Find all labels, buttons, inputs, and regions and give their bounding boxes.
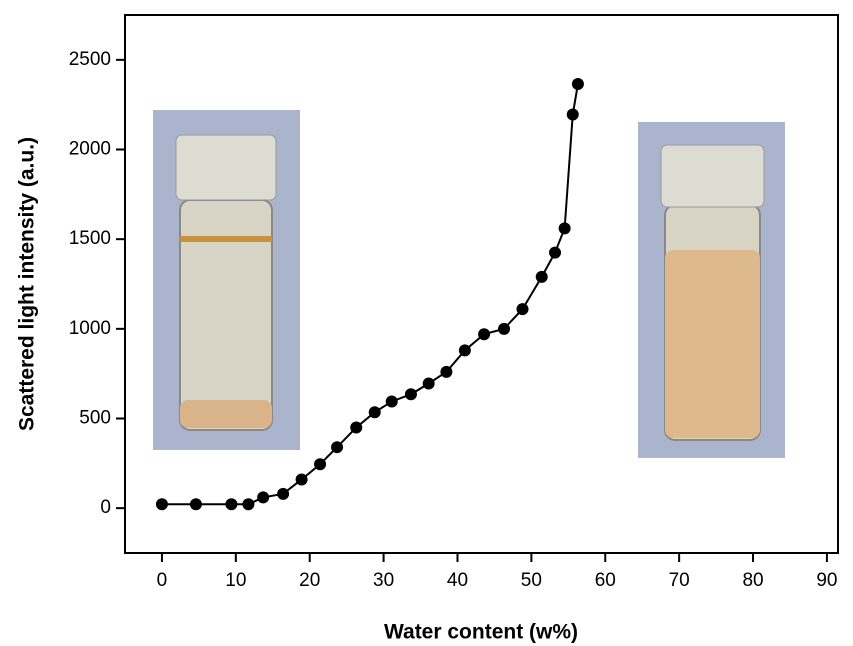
data-point (423, 378, 435, 390)
y-tick-label: 0 (100, 497, 111, 518)
data-point (296, 473, 308, 485)
data-point (242, 498, 254, 510)
vial-photo-right (638, 122, 785, 458)
x-tick-label: 30 (373, 570, 394, 591)
data-point (331, 441, 343, 453)
data-point (567, 109, 579, 121)
data-point (517, 303, 529, 315)
data-point (386, 395, 398, 407)
data-point (314, 458, 326, 470)
x-tick-label: 90 (816, 570, 837, 591)
data-point (559, 222, 571, 234)
data-point (277, 488, 289, 500)
y-tick-label: 2000 (69, 139, 111, 160)
x-axis-label: Water content (w%) (384, 621, 578, 644)
data-point (225, 498, 237, 510)
x-tick-label: 60 (595, 570, 616, 591)
data-point (498, 323, 510, 335)
data-point (459, 344, 471, 356)
y-tick-label: 1000 (69, 318, 111, 339)
x-tick-label: 50 (521, 570, 542, 591)
y-tick-label: 2500 (69, 49, 111, 70)
x-tick-label: 0 (157, 570, 168, 591)
x-tick-label: 10 (225, 570, 246, 591)
data-point (350, 421, 362, 433)
data-point (549, 247, 561, 259)
page: {"chart_data": {"type": "line", "xlabel"… (0, 0, 853, 646)
vial-photo-left (153, 110, 300, 450)
x-tick-label: 80 (742, 570, 763, 591)
y-axis-label: Scattered light intensity (a.u.) (16, 137, 39, 431)
y-tick-label: 1500 (69, 228, 111, 249)
y-tick-label: 500 (79, 408, 111, 429)
data-point (478, 328, 490, 340)
data-point (536, 271, 548, 283)
data-point (440, 366, 452, 378)
data-point (156, 498, 168, 510)
chart: Water content (w%) Scattered light inten… (0, 0, 853, 646)
data-point (405, 388, 417, 400)
data-point (257, 491, 269, 503)
data-point (572, 78, 584, 90)
x-tick-label: 70 (669, 570, 690, 591)
data-point (190, 498, 202, 510)
x-tick-label: 20 (299, 570, 320, 591)
x-tick-label: 40 (447, 570, 468, 591)
data-point (369, 406, 381, 418)
